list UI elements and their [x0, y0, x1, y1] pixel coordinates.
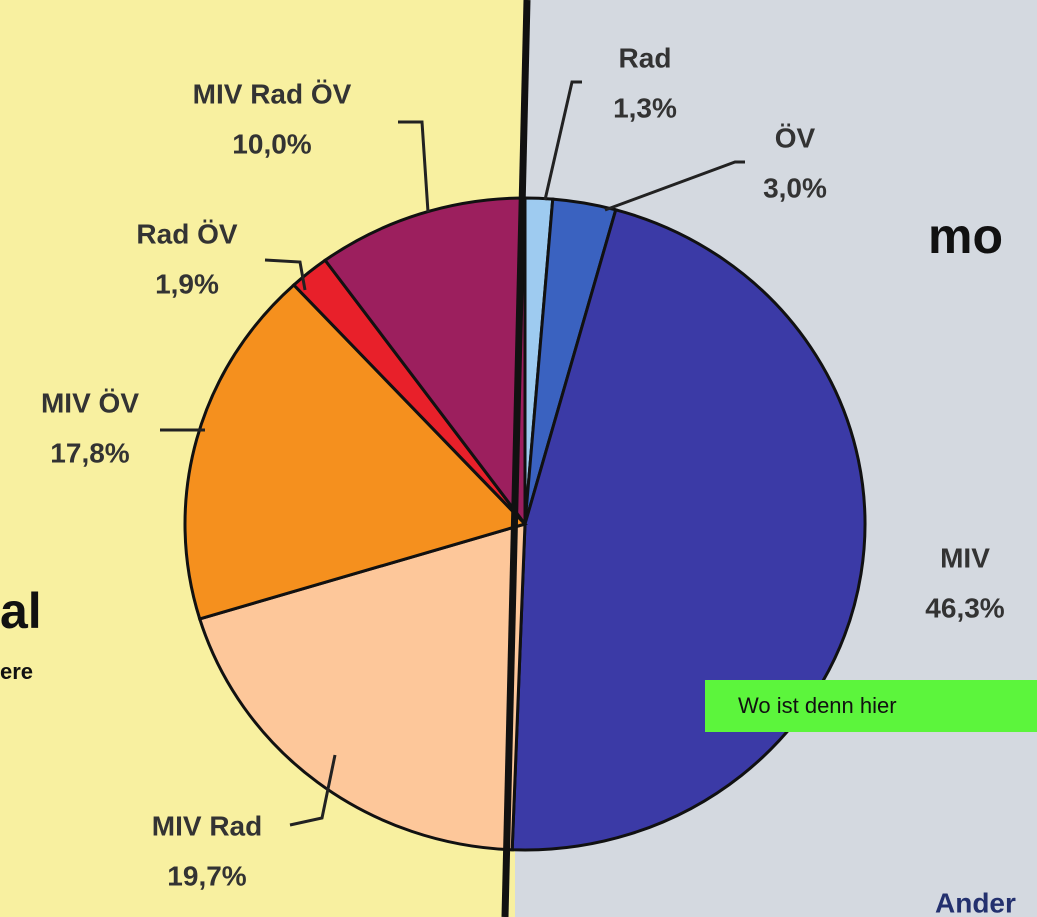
leader-line: [604, 160, 745, 212]
slice-label: MIV: [940, 542, 990, 573]
leader-line: [543, 80, 582, 201]
pie-slice: [183, 282, 528, 621]
leader-line: [264, 258, 307, 291]
slice-label: Rad ÖV: [136, 218, 237, 249]
note-box: [705, 680, 1037, 732]
labels: Rad 1,3% ÖV 3,0% MIV 46,3% MIV Rad 19,7% MIV ÖV 1…: [41, 42, 1005, 891]
slice-value-label: 10,0%: [232, 128, 311, 159]
leader-lines: [160, 80, 745, 827]
pie-slice: [197, 521, 527, 852]
note: Wo ist denn hier: [738, 693, 897, 718]
slice-value-label: 1,3%: [613, 92, 677, 123]
leader-line: [398, 120, 430, 213]
left-heading: al: [0, 583, 42, 639]
pie: [183, 196, 867, 852]
pie-slice: [323, 196, 527, 529]
leader-line: [289, 754, 337, 827]
divider: [501, 0, 531, 917]
footer-text: Ander: [935, 887, 1016, 917]
slice-label: MIV ÖV: [41, 387, 139, 418]
right-heading: mo: [928, 208, 1003, 264]
slice-label: MIV Rad: [152, 810, 262, 841]
slice-label: Rad: [619, 42, 672, 73]
slice-value-label: 3,0%: [763, 172, 827, 203]
slice-label: MIV Rad ÖV: [193, 78, 352, 109]
slice-value-label: 1,9%: [155, 268, 219, 299]
slice-value-label: 19,7%: [167, 860, 246, 891]
slice-value-label: 46,3%: [925, 592, 1004, 623]
slice-label: ÖV: [775, 122, 816, 153]
slice-value-label: 17,8%: [50, 437, 129, 468]
left-subheading: ere: [0, 659, 33, 684]
